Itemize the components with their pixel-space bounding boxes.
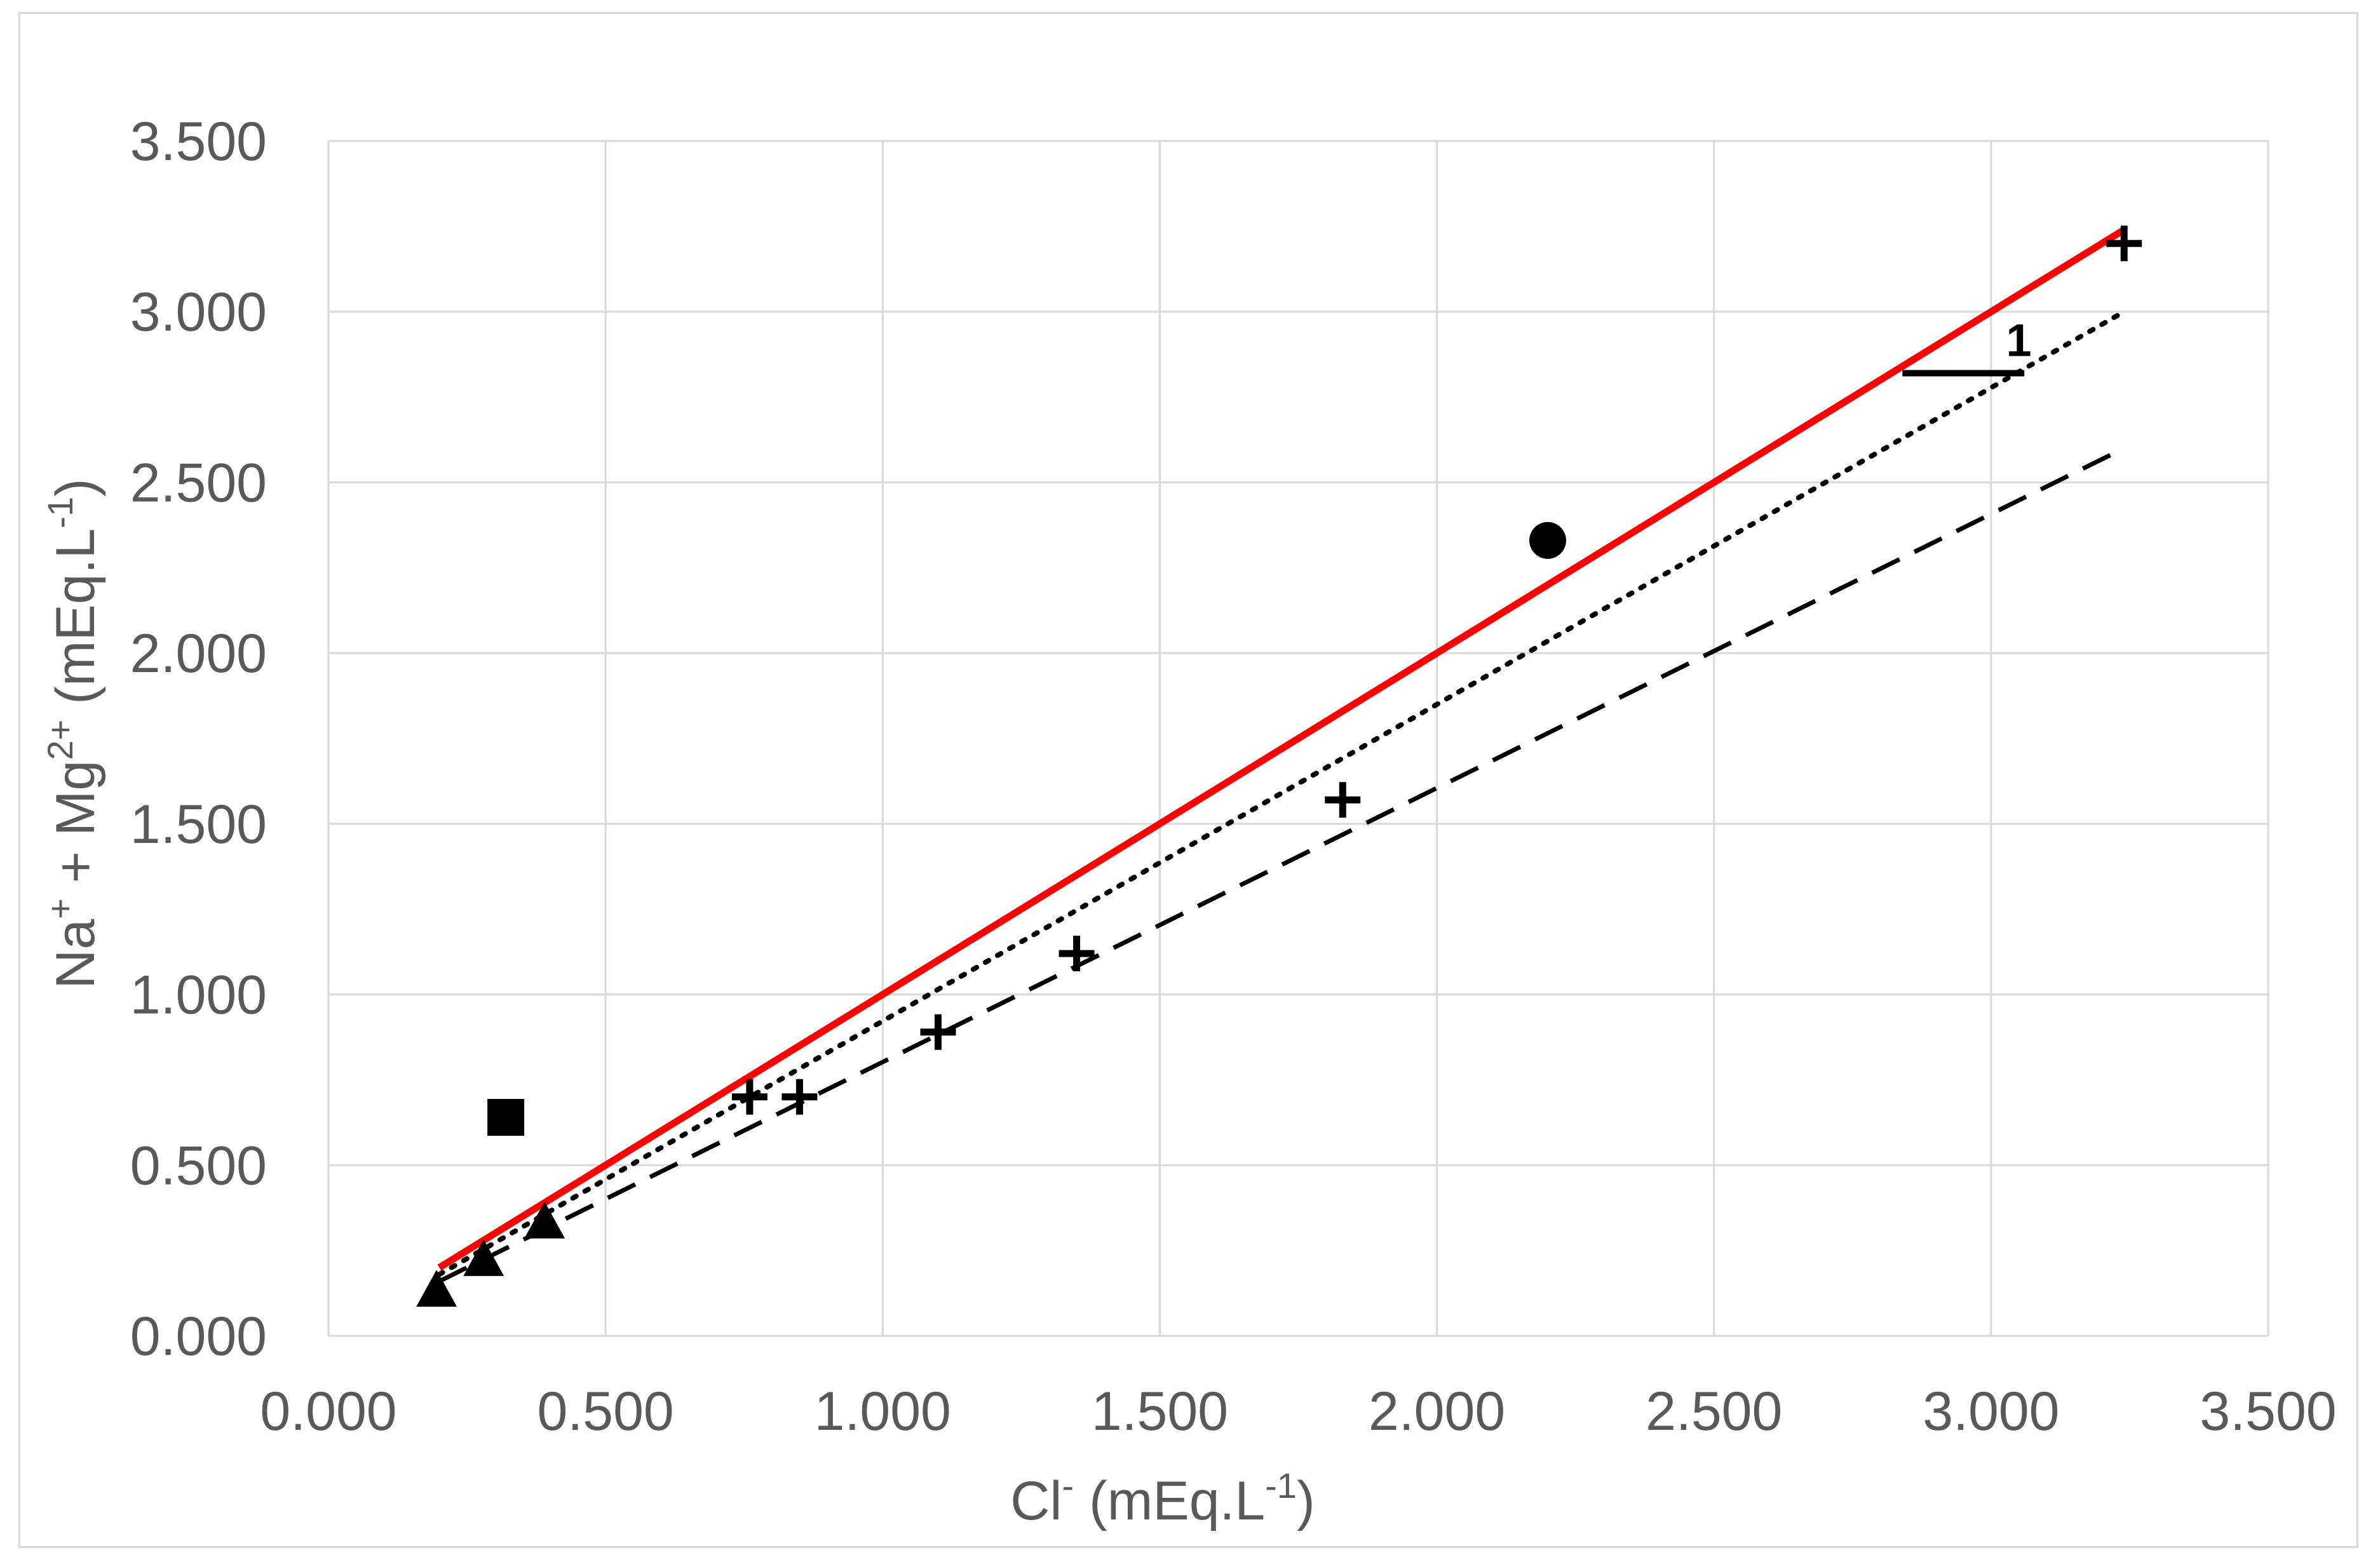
cross-marker xyxy=(2106,226,2142,262)
x-tick-label: 2.000 xyxy=(1369,1381,1505,1442)
x-tick-label: 1.000 xyxy=(815,1381,951,1442)
solid-line xyxy=(437,227,2126,1271)
y-tick-label: 3.000 xyxy=(130,282,267,343)
cross-marker xyxy=(731,1079,767,1115)
dotted-line xyxy=(436,309,2127,1277)
reference-lines xyxy=(436,227,2127,1284)
y-tick-label: 0.000 xyxy=(130,1306,267,1367)
cross-marker xyxy=(1058,936,1095,972)
x-tick-label: 0.500 xyxy=(538,1381,674,1442)
x-tick-label: 2.500 xyxy=(1646,1381,1782,1442)
slope-annotation: 1 xyxy=(1902,316,2031,377)
cross-marker xyxy=(781,1079,818,1115)
y-tick-label: 3.500 xyxy=(130,111,267,172)
x-tick-label: 3.500 xyxy=(2200,1381,2336,1442)
y-tick-label: 1.500 xyxy=(130,794,267,855)
y-tick-label: 0.500 xyxy=(130,1135,267,1196)
y-tick-label: 2.000 xyxy=(130,623,267,684)
x-tick-label: 1.500 xyxy=(1092,1381,1228,1442)
y-tick-label: 1.000 xyxy=(130,965,267,1026)
x-tick-label: 0.000 xyxy=(260,1381,396,1442)
grid xyxy=(327,140,2269,1337)
triangle-marker xyxy=(524,1201,565,1239)
circle-marker xyxy=(1529,522,1567,559)
cross-marker xyxy=(1325,782,1361,818)
slope-label: 1 xyxy=(2006,316,2031,367)
y-tick-label: 2.500 xyxy=(130,452,267,513)
triangle-marker xyxy=(463,1239,504,1276)
y-axis-title: Na+ + Mg2+ (mEq.L-1) xyxy=(40,478,106,989)
tick-labels: 0.000 0.500 1.000 1.500 2.000 2.500 3.000 3.500… xyxy=(130,111,2337,1442)
data-markers xyxy=(416,226,2142,1307)
square-marker xyxy=(487,1099,525,1136)
triangle-marker xyxy=(416,1270,457,1307)
cross-marker xyxy=(920,1014,956,1050)
x-axis-title: Cl- (mEq.L-1) xyxy=(1010,1465,1315,1532)
x-tick-label: 3.000 xyxy=(1923,1381,2059,1442)
dashed-line xyxy=(438,446,2125,1284)
chart-frame xyxy=(18,12,2358,1548)
